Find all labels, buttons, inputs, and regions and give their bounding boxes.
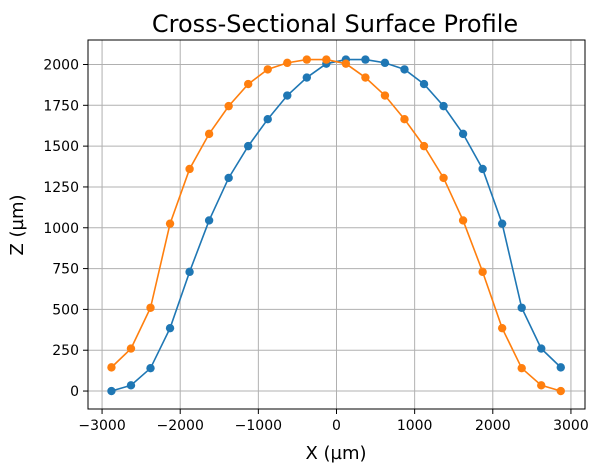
chart-title: Cross-Sectional Surface Profile xyxy=(152,10,518,38)
data-point xyxy=(419,141,429,151)
data-point xyxy=(400,114,409,124)
grid-layer xyxy=(88,40,585,409)
tick-layer: −3000 −2000 −1000 0 1000 2000 3000 0 250 500 750 10… xyxy=(43,57,588,434)
y-tick-label: 1500 xyxy=(43,139,79,155)
data-point xyxy=(283,58,292,68)
y-tick-label: 1000 xyxy=(43,221,79,237)
data-point xyxy=(224,173,233,183)
data-point xyxy=(302,73,312,82)
x-tick-label: 3000 xyxy=(553,418,589,434)
series-layer xyxy=(107,55,565,396)
data-point xyxy=(400,65,409,74)
data-point xyxy=(107,386,116,396)
plot-frame xyxy=(87,39,586,410)
series-line xyxy=(110,58,562,392)
data-point xyxy=(243,141,253,151)
data-point xyxy=(185,164,194,174)
data-point xyxy=(478,164,487,174)
data-point xyxy=(263,114,272,124)
data-point xyxy=(380,58,390,68)
data-point xyxy=(263,65,272,74)
data-point xyxy=(537,381,546,390)
data-point xyxy=(322,55,331,64)
data-point xyxy=(439,101,448,111)
data-point xyxy=(185,267,194,277)
data-point xyxy=(204,129,214,139)
data-point xyxy=(497,323,507,333)
data-point xyxy=(361,55,370,64)
data-point xyxy=(380,91,390,100)
data-point xyxy=(517,363,526,373)
data-point xyxy=(243,79,253,89)
data-point xyxy=(478,267,487,277)
data-point xyxy=(556,386,565,396)
data-point xyxy=(458,216,468,225)
data-point xyxy=(537,344,546,353)
data-point xyxy=(126,344,136,353)
y-axis-label: Z (µm) xyxy=(7,194,28,255)
x-axis-label: X (µm) xyxy=(305,443,366,464)
x-tick-label: −1000 xyxy=(235,418,282,434)
data-point xyxy=(204,216,214,225)
y-tick-label: 750 xyxy=(52,262,79,278)
y-tick-label: 0 xyxy=(70,384,79,400)
data-point xyxy=(283,91,292,100)
data-point xyxy=(165,219,175,228)
data-point xyxy=(302,55,312,64)
y-tick-label: 1250 xyxy=(43,180,79,196)
data-point xyxy=(107,363,116,372)
data-point xyxy=(165,323,175,333)
data-point xyxy=(517,303,526,312)
y-tick-label: 1750 xyxy=(43,98,79,114)
y-tick-label: 250 xyxy=(52,343,79,359)
data-point xyxy=(419,79,429,89)
x-tick-label: 1000 xyxy=(397,418,433,434)
data-point xyxy=(146,363,155,373)
x-tick-label: −3000 xyxy=(78,418,125,434)
data-point xyxy=(458,129,468,139)
x-tick-label: −2000 xyxy=(157,418,204,434)
data-point xyxy=(497,219,507,228)
data-point xyxy=(556,363,565,372)
data-point xyxy=(341,59,351,68)
data-point xyxy=(146,303,155,312)
data-point xyxy=(126,381,136,390)
data-point xyxy=(439,173,448,183)
y-tick-label: 500 xyxy=(52,302,79,318)
x-tick-label: 2000 xyxy=(475,418,511,434)
x-tick-label: 0 xyxy=(332,418,341,434)
data-point xyxy=(224,101,233,111)
data-point xyxy=(361,73,370,82)
series-orange xyxy=(107,55,565,396)
y-tick-label: 2000 xyxy=(43,57,79,73)
